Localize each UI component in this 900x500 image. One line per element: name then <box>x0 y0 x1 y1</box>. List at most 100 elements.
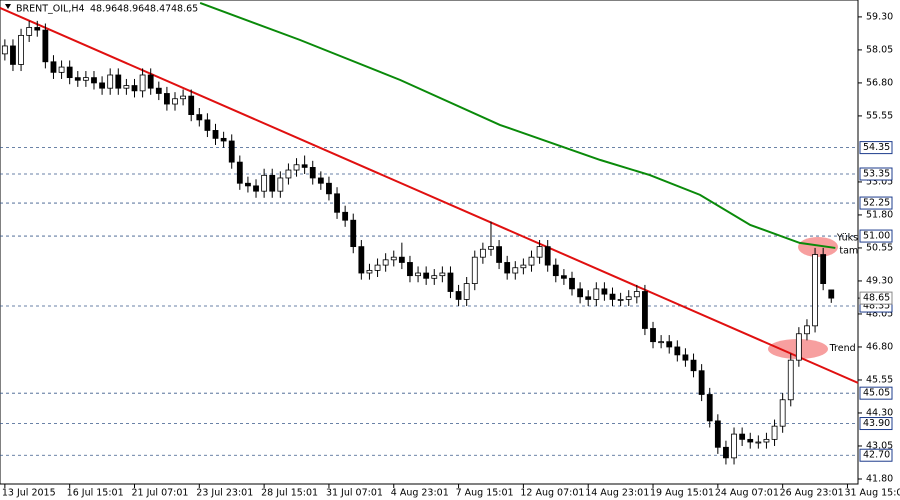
x-tick-label: 28 Jul 15:01 <box>261 488 318 499</box>
candle-body <box>504 262 511 274</box>
candle-body <box>714 420 721 448</box>
last-price-label: 48.65 <box>863 293 890 304</box>
x-tick-label: 23 Jul 23:01 <box>196 488 253 499</box>
x-tick-label: 24 Aug 07:01 <box>715 488 779 499</box>
level-label: 42.70 <box>863 450 890 461</box>
y-tick-label: 45.55 <box>866 374 893 385</box>
annotation: tam <box>839 246 858 257</box>
candle-body <box>277 177 284 192</box>
candle-body <box>488 246 494 250</box>
y-tick-label: 50.55 <box>866 242 893 253</box>
candle-body <box>10 45 16 65</box>
candle-body <box>812 254 818 327</box>
x-tick-label: 7 Aug 15:01 <box>456 488 514 499</box>
level-label-box <box>859 448 893 462</box>
candle-body <box>739 433 746 440</box>
y-tick-label: 46.80 <box>866 341 893 352</box>
y-tick-label: 56.80 <box>866 77 893 88</box>
candle-body <box>155 87 162 94</box>
header-low: 48.47 <box>144 4 171 15</box>
candle-body <box>447 272 454 292</box>
candle-body <box>569 277 575 290</box>
candle-body <box>731 433 737 459</box>
level-label-box <box>859 196 893 210</box>
x-tick-label: 4 Aug 23:01 <box>391 488 449 499</box>
candle-body <box>560 275 567 279</box>
candle-body <box>804 325 810 335</box>
level-label: 54.35 <box>863 142 890 153</box>
candle-body <box>690 359 697 372</box>
candle-body <box>463 283 470 300</box>
y-tick-label: 55.55 <box>866 110 893 121</box>
candle-body <box>820 254 827 284</box>
y-tick-label: 49.30 <box>866 275 893 286</box>
candle-body <box>66 66 73 79</box>
candle-body <box>593 288 600 300</box>
candle-body <box>18 34 24 65</box>
level-label: 51.00 <box>863 231 890 242</box>
y-tick-label: 58.05 <box>866 44 893 55</box>
candle-body <box>366 269 373 274</box>
candle-body <box>617 299 624 301</box>
candle-body <box>723 446 729 459</box>
y-tick-label: 59.30 <box>866 11 893 22</box>
candle-body <box>123 85 130 89</box>
candle-body <box>334 193 340 213</box>
candle-body <box>496 246 502 263</box>
header-icon <box>5 4 11 9</box>
x-tick-label: 26 Aug 23:01 <box>780 488 844 499</box>
x-tick-label: 12 Aug 07:01 <box>520 488 584 499</box>
candle-body <box>674 346 681 356</box>
candle-body <box>650 328 656 343</box>
candle-body <box>82 77 89 81</box>
candle-body <box>220 137 227 142</box>
plot-frame <box>0 0 859 485</box>
candle-body <box>309 167 316 179</box>
candle-body <box>245 182 251 187</box>
candle-body <box>528 256 535 266</box>
level-label-box <box>859 167 893 181</box>
header-symbol: BRENT_OIL,H4 <box>16 4 85 15</box>
annotation: Yüks <box>836 233 858 244</box>
candle-body <box>682 354 689 361</box>
last-price-box <box>859 291 893 305</box>
x-tick-label: 21 Jul 07:01 <box>131 488 188 499</box>
candle-body <box>293 164 300 171</box>
candle-body <box>172 98 178 105</box>
level-label: 48.35 <box>863 301 890 312</box>
candle-body <box>317 177 324 184</box>
candle-body <box>228 140 235 163</box>
candle-body <box>471 256 478 284</box>
level-label: 52.25 <box>863 198 890 209</box>
candle-body <box>398 256 405 263</box>
header-open: 48.96 <box>90 4 117 15</box>
level-label: 43.90 <box>863 418 890 429</box>
candle-body <box>99 82 105 89</box>
candle-body <box>58 66 65 73</box>
x-tick-label: 16 Jul 15:01 <box>67 488 124 499</box>
candle-body <box>779 399 786 427</box>
level-label-box <box>859 141 893 155</box>
candle-body <box>42 29 49 63</box>
moving-average-line <box>199 1 836 249</box>
candle-body <box>520 264 527 269</box>
candle-body <box>326 182 332 195</box>
candle-body <box>196 114 203 121</box>
candle-body <box>658 341 665 344</box>
candle-body <box>269 174 276 192</box>
candle-body <box>512 267 519 274</box>
annotation: Trend <box>829 343 856 354</box>
candle-body <box>34 27 41 31</box>
highlight <box>798 237 838 257</box>
level-label-box <box>859 386 893 400</box>
candle-body <box>795 333 802 361</box>
candle-body <box>342 211 349 221</box>
candle-body <box>771 425 778 440</box>
x-tick-label: 13 Jul 2015 <box>2 488 56 499</box>
header-high: 48.96 <box>117 4 144 15</box>
candle-body <box>26 27 33 36</box>
candle-body <box>544 246 551 266</box>
y-tick-label: 41.80 <box>866 473 893 484</box>
candle-body <box>204 119 211 131</box>
